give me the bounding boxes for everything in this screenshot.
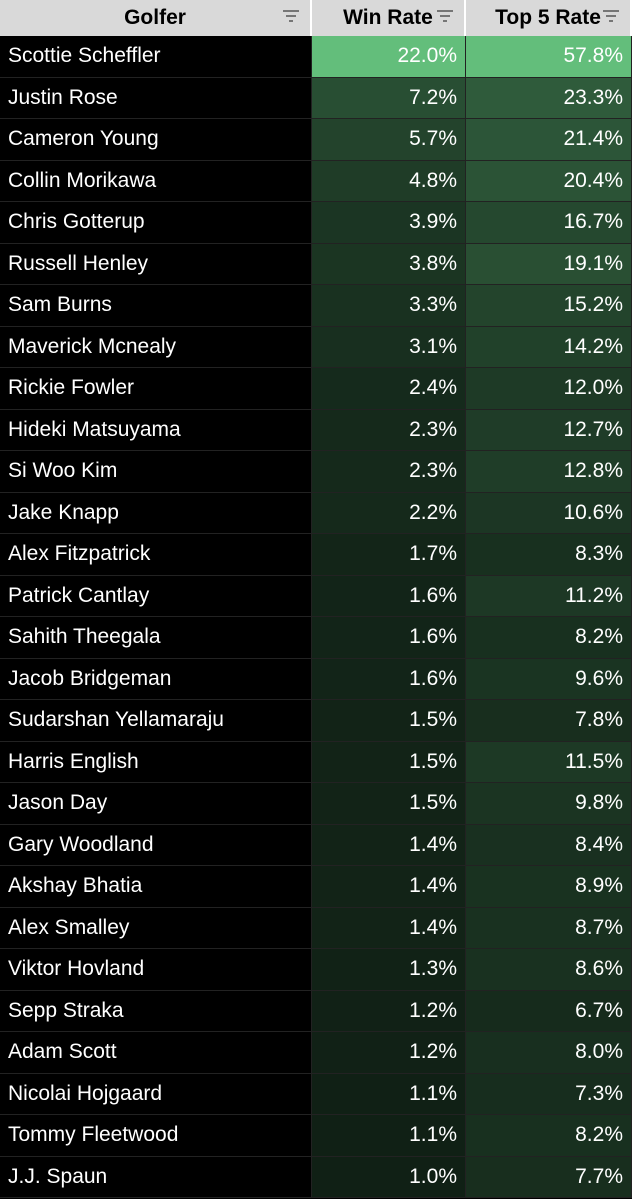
golfer-cell: Tommy Fleetwood (0, 1115, 312, 1157)
rate-cell: 1.4% (312, 907, 466, 949)
golfer-cell: Jason Day (0, 783, 312, 825)
rate-cell: 10.6% (466, 492, 632, 534)
filter-icon[interactable] (282, 9, 300, 23)
rate-cell: 57.8% (466, 36, 632, 78)
golfer-cell: Sam Burns (0, 285, 312, 327)
rate-cell: 9.8% (466, 783, 632, 825)
golfer-cell: Patrick Cantlay (0, 575, 312, 617)
rate-cell: 3.1% (312, 326, 466, 368)
golfer-cell: Jake Knapp (0, 492, 312, 534)
rate-cell: 11.2% (466, 575, 632, 617)
golfer-cell: Si Woo Kim (0, 451, 312, 493)
rate-cell: 12.8% (466, 451, 632, 493)
rate-cell: 21.4% (466, 119, 632, 161)
rate-cell: 4.8% (312, 160, 466, 202)
golfer-cell: Gary Woodland (0, 824, 312, 866)
rate-cell: 6.7% (466, 990, 632, 1032)
rate-cell: 3.3% (312, 285, 466, 327)
header-cell[interactable]: Golfer (0, 0, 312, 36)
header-cell[interactable]: Top 5 Rate (466, 0, 632, 36)
rate-cell: 22.0% (312, 36, 466, 78)
rate-cell: 1.6% (312, 617, 466, 659)
rate-cell: 1.7% (312, 534, 466, 576)
rate-cell: 1.5% (312, 741, 466, 783)
rate-cell: 1.1% (312, 1073, 466, 1115)
rate-cell: 1.3% (312, 949, 466, 991)
golfer-cell: Collin Morikawa (0, 160, 312, 202)
rate-cell: 8.9% (466, 866, 632, 908)
golfer-cell: Adam Scott (0, 1032, 312, 1074)
rate-cell: 8.2% (466, 617, 632, 659)
golfer-cell: Maverick Mcnealy (0, 326, 312, 368)
golfer-cell: Sepp Straka (0, 990, 312, 1032)
rate-cell: 1.2% (312, 1032, 466, 1074)
rate-cell: 7.3% (466, 1073, 632, 1115)
header-text: Win Rate (343, 6, 433, 29)
rate-cell: 8.3% (466, 534, 632, 576)
golfer-cell: Justin Rose (0, 77, 312, 119)
rate-cell: 7.7% (466, 1156, 632, 1198)
rate-cell: 1.4% (312, 824, 466, 866)
rate-cell: 8.7% (466, 907, 632, 949)
golfer-cell: Alex Smalley (0, 907, 312, 949)
rate-cell: 7.2% (312, 77, 466, 119)
golfer-cell: Viktor Hovland (0, 949, 312, 991)
rate-cell: 2.3% (312, 451, 466, 493)
rate-cell: 1.5% (312, 783, 466, 825)
rate-cell: 1.5% (312, 700, 466, 742)
golfer-cell: Alex Fitzpatrick (0, 534, 312, 576)
rate-cell: 8.4% (466, 824, 632, 866)
rate-cell: 5.7% (312, 119, 466, 161)
rate-cell: 9.6% (466, 658, 632, 700)
golfer-cell: Harris English (0, 741, 312, 783)
rate-cell: 1.0% (312, 1156, 466, 1198)
rate-cell: 23.3% (466, 77, 632, 119)
rate-cell: 2.4% (312, 368, 466, 410)
rate-cell: 8.6% (466, 949, 632, 991)
rate-cell: 2.2% (312, 492, 466, 534)
rate-cell: 12.7% (466, 409, 632, 451)
golfer-cell: Sahith Theegala (0, 617, 312, 659)
golfer-cell: Rickie Fowler (0, 368, 312, 410)
rate-cell: 16.7% (466, 202, 632, 244)
rate-cell: 11.5% (466, 741, 632, 783)
golfer-cell: Sudarshan Yellamaraju (0, 700, 312, 742)
filter-icon[interactable] (436, 9, 454, 23)
rate-cell: 7.8% (466, 700, 632, 742)
rate-cell: 1.1% (312, 1115, 466, 1157)
golfer-cell: Scottie Scheffler (0, 36, 312, 78)
rate-cell: 12.0% (466, 368, 632, 410)
filter-icon[interactable] (602, 9, 620, 23)
header-text: Top 5 Rate (495, 6, 601, 29)
rate-cell: 1.6% (312, 658, 466, 700)
header-cell[interactable]: Win Rate (312, 0, 466, 36)
golfer-cell: Jacob Bridgeman (0, 658, 312, 700)
golfer-cell: Russell Henley (0, 243, 312, 285)
rate-cell: 1.6% (312, 575, 466, 617)
header-text: Golfer (124, 6, 186, 29)
golfer-cell: Cameron Young (0, 119, 312, 161)
golfer-cell: Nicolai Hojgaard (0, 1073, 312, 1115)
rate-cell: 20.4% (466, 160, 632, 202)
rate-cell: 2.3% (312, 409, 466, 451)
rate-cell: 8.0% (466, 1032, 632, 1074)
rate-cell: 3.8% (312, 243, 466, 285)
golfer-cell: Chris Gotterup (0, 202, 312, 244)
rate-cell: 15.2% (466, 285, 632, 327)
rate-cell: 19.1% (466, 243, 632, 285)
rate-cell: 1.4% (312, 866, 466, 908)
golfer-cell: Akshay Bhatia (0, 866, 312, 908)
rate-cell: 14.2% (466, 326, 632, 368)
golfer-cell: J.J. Spaun (0, 1156, 312, 1198)
rate-cell: 3.9% (312, 202, 466, 244)
rate-cell: 8.2% (466, 1115, 632, 1157)
rate-cell: 1.2% (312, 990, 466, 1032)
golfer-cell: Hideki Matsuyama (0, 409, 312, 451)
